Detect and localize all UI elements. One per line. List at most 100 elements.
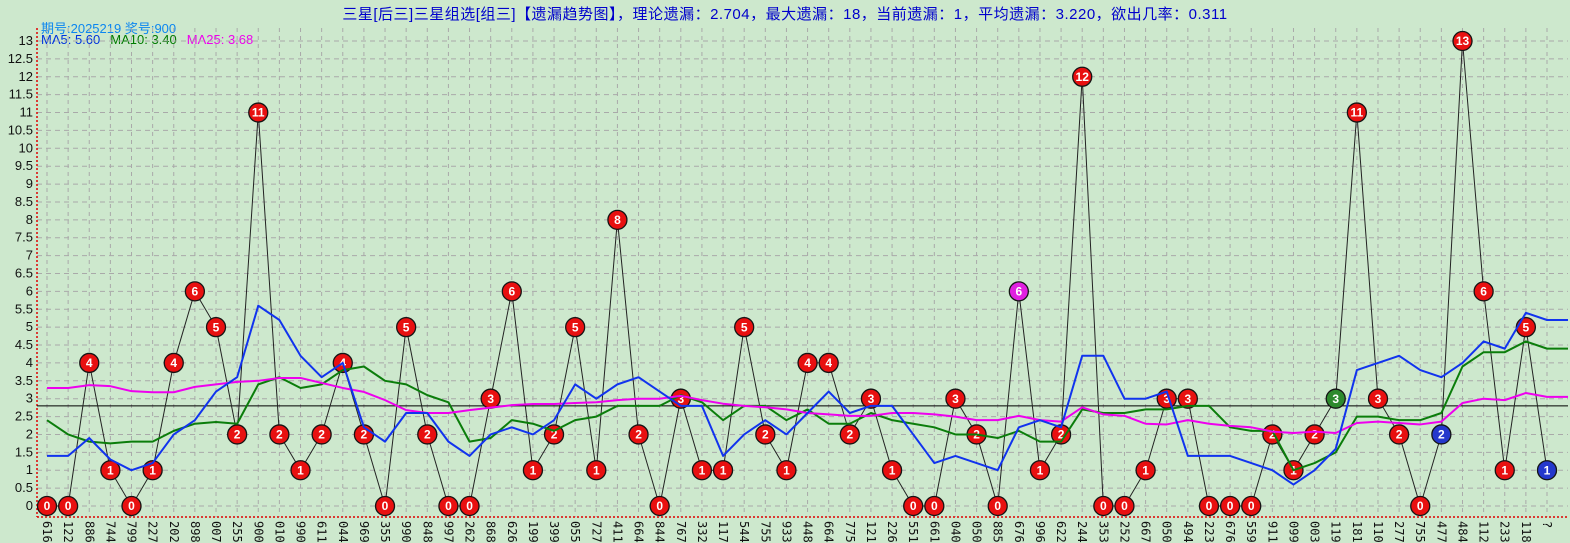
data-point-value: 0 <box>931 499 938 513</box>
data-point-marker <box>1388 424 1410 445</box>
data-point-marker <box>290 460 311 481</box>
data-point-marker <box>691 460 713 481</box>
chart-title: 三星[后三]三星组选[组三]【遗漏趋势图】，理论遗漏：2.704，最大遗漏：18… <box>342 6 1228 23</box>
data-point-marker <box>396 317 417 338</box>
x-tick-label: 990 <box>399 521 413 543</box>
data-point-marker <box>459 495 480 517</box>
data-point-marker <box>881 460 903 481</box>
x-tick-label: 050 <box>970 521 984 543</box>
data-point-marker <box>797 352 818 374</box>
x-tick-label: 559 <box>1244 521 1258 543</box>
data-point-value: 2 <box>1438 428 1445 442</box>
x-tick-label: 900 <box>251 521 265 543</box>
x-tick-label: 112 <box>1477 521 1491 543</box>
data-point-value: 0 <box>1206 499 1213 513</box>
data-point-value: 5 <box>1523 320 1530 334</box>
data-point-marker <box>607 209 628 230</box>
data-point-marker <box>1008 281 1029 302</box>
x-tick-label: 844 <box>653 521 667 543</box>
data-point-value: 0 <box>910 499 917 513</box>
y-tick-label: 11 <box>20 105 34 120</box>
x-tick-label: 233 <box>1498 521 1512 543</box>
data-point-value: 2 <box>635 428 642 442</box>
data-point-value: 12 <box>1076 70 1090 84</box>
y-tick-label: 9.5 <box>15 158 33 173</box>
issue-number-label: 期号:2025219 奖号:900 <box>41 21 177 36</box>
data-point-marker <box>839 424 860 445</box>
data-point-value: 0 <box>1100 499 1107 513</box>
data-point-marker <box>755 424 776 445</box>
data-point-value: 1 <box>783 463 790 477</box>
x-tick-label: ? <box>1540 521 1554 528</box>
data-point-marker <box>248 102 269 123</box>
x-tick-label: 799 <box>125 521 139 543</box>
y-tick-label: 5.5 <box>15 301 33 316</box>
x-tick-label: 848 <box>420 521 434 543</box>
data-point-marker <box>1093 495 1114 517</box>
x-tick-label: 122 <box>61 521 75 543</box>
data-point-value: 11 <box>252 106 265 120</box>
data-point-value: 1 <box>1501 463 1508 477</box>
data-point-marker <box>79 352 100 374</box>
x-tick-label: 117 <box>716 521 730 543</box>
data-point-value: 3 <box>1185 392 1192 406</box>
data-point-value: 2 <box>1311 428 1318 442</box>
data-point-value: 2 <box>1269 428 1276 442</box>
data-point-marker <box>924 495 945 517</box>
x-tick-label: 226 <box>885 521 899 543</box>
x-tick-label: 886 <box>82 521 96 543</box>
x-tick-label: 755 <box>758 521 772 543</box>
x-tick-label: 551 <box>906 521 920 543</box>
y-tick-label: 12 <box>19 69 33 84</box>
data-point-marker <box>36 495 58 517</box>
x-tick-label: 255 <box>230 521 244 543</box>
data-point-value: 0 <box>466 499 473 513</box>
y-tick-label: 2.5 <box>15 409 33 424</box>
x-tick-label: 885 <box>991 521 1005 543</box>
y-tick-label: 2 <box>26 426 33 441</box>
data-point-marker <box>776 460 797 481</box>
x-tick-label: 996 <box>1033 521 1047 543</box>
x-tick-label: 007 <box>209 521 223 543</box>
data-point-value: 0 <box>1227 499 1234 513</box>
x-tick-label: 969 <box>357 521 371 543</box>
data-point-value: 6 <box>1480 285 1487 299</box>
x-tick-label: 262 <box>463 521 477 543</box>
data-point-value: 0 <box>128 499 135 513</box>
x-tick-label: 898 <box>188 521 202 543</box>
x-tick-label: 181 <box>1350 521 1364 543</box>
data-point-value: 1 <box>593 463 600 477</box>
data-point-value: 2 <box>318 428 325 442</box>
data-point-marker <box>565 317 586 338</box>
data-point-marker <box>311 424 332 445</box>
data-point-marker <box>57 495 79 517</box>
data-point-marker <box>100 460 121 481</box>
data-point-value: 2 <box>1058 428 1065 442</box>
data-point-value: 2 <box>1396 428 1403 442</box>
x-tick-label: 611 <box>315 521 329 543</box>
data-point-marker <box>1241 495 1262 517</box>
data-point-marker <box>226 424 248 445</box>
y-tick-label: 0.5 <box>15 480 33 495</box>
x-tick-label: 664 <box>632 521 646 543</box>
data-point-value: 0 <box>445 499 452 513</box>
x-tick-label: 868 <box>484 521 498 543</box>
x-tick-label: 050 <box>1160 521 1174 543</box>
data-point-value: 4 <box>170 356 177 370</box>
y-tick-label: 10 <box>19 140 33 155</box>
x-tick-label: 121 <box>864 521 878 543</box>
x-tick-label: 775 <box>843 521 857 543</box>
x-tick-label: 997 <box>441 521 455 543</box>
data-point-value: 13 <box>1456 34 1470 48</box>
data-point-marker <box>1494 460 1515 481</box>
data-point-marker <box>417 424 438 445</box>
x-tick-label: 244 <box>1075 521 1089 543</box>
x-tick-label: 099 <box>1286 521 1300 543</box>
x-tick-label: 494 <box>1181 521 1195 543</box>
x-tick-label: 223 <box>1202 521 1216 543</box>
data-point-marker <box>1304 424 1325 445</box>
data-point-value: 5 <box>403 320 410 334</box>
data-point-value: 5 <box>213 320 220 334</box>
data-point-value: 1 <box>1037 463 1044 477</box>
x-tick-label: 484 <box>1455 521 1469 543</box>
